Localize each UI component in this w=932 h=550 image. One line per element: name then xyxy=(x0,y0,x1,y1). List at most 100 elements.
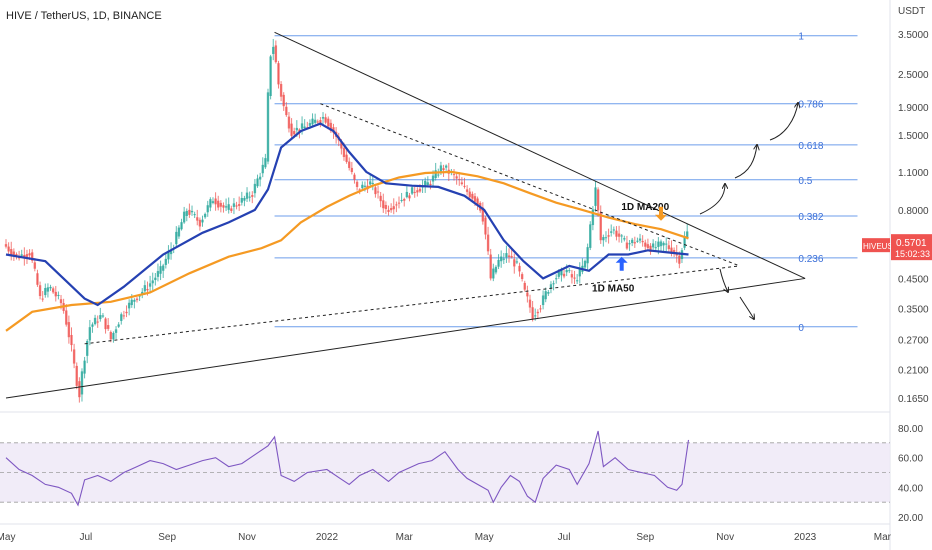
candle-body xyxy=(227,204,230,210)
candle-body xyxy=(240,197,243,203)
time-tick-label: 2023 xyxy=(794,532,817,543)
candle-body xyxy=(526,292,529,297)
candle-body xyxy=(583,260,587,268)
candle-body xyxy=(44,288,47,296)
candle-body xyxy=(355,181,359,187)
candle-body xyxy=(686,231,689,238)
candle-body xyxy=(15,254,18,256)
candle-body xyxy=(602,237,605,241)
candle-body xyxy=(350,167,354,173)
ma50-annotation: 1D MA50 xyxy=(592,283,635,294)
candle-body xyxy=(86,340,89,356)
candle-body xyxy=(196,217,199,221)
candle-body xyxy=(237,204,241,206)
candle-body xyxy=(437,174,440,176)
candle-body xyxy=(10,249,13,256)
candle-body xyxy=(99,315,102,320)
candle-body xyxy=(285,106,288,116)
candle-body xyxy=(20,254,23,256)
candle-body xyxy=(484,217,487,235)
candle-body xyxy=(424,180,427,187)
candle-body xyxy=(209,199,212,208)
candle-body xyxy=(54,291,57,297)
candle-body xyxy=(403,198,406,201)
candle-body xyxy=(104,318,107,330)
candle-body xyxy=(361,184,364,189)
candle-body xyxy=(83,360,86,374)
candle-body xyxy=(41,298,44,300)
time-tick-label: Nov xyxy=(238,532,256,543)
candle-body xyxy=(167,251,170,260)
candle-body xyxy=(28,253,31,256)
candlesticks xyxy=(4,38,689,403)
candle-body xyxy=(400,199,403,201)
candle-body xyxy=(492,268,495,279)
candle-body xyxy=(342,148,346,158)
candle-body xyxy=(4,244,8,247)
candle-body xyxy=(604,237,608,239)
candle-body xyxy=(552,283,555,285)
candle-body xyxy=(159,266,162,274)
candle-body xyxy=(573,277,576,279)
candle-body xyxy=(303,126,306,129)
price-tick-label: 2.5000 xyxy=(898,70,929,81)
candle-body xyxy=(368,181,372,185)
candle-body xyxy=(264,158,267,168)
ma50-arrow xyxy=(615,256,628,271)
candle-body xyxy=(101,315,105,317)
candle-body xyxy=(625,242,629,249)
candle-body xyxy=(7,246,10,252)
candle-body xyxy=(258,176,262,180)
candle-body xyxy=(93,317,97,325)
candle-body xyxy=(65,310,68,325)
candle-body xyxy=(374,187,377,195)
candle-body xyxy=(646,244,650,249)
candle-body xyxy=(683,236,686,248)
projection-arrow xyxy=(699,184,725,215)
candle-body xyxy=(489,254,492,279)
candle-body xyxy=(117,324,120,327)
candle-body xyxy=(418,188,422,192)
candle-body xyxy=(162,265,165,271)
candle-body xyxy=(224,206,228,208)
candle-body xyxy=(628,243,631,245)
candle-body xyxy=(410,187,414,194)
candle-body xyxy=(513,259,516,267)
candle-body xyxy=(211,201,215,203)
candle-body xyxy=(261,164,264,174)
candle-body xyxy=(638,238,642,241)
time-tick-label: Mar xyxy=(396,532,414,543)
candle-body xyxy=(206,205,209,213)
candle-body xyxy=(507,255,511,258)
trendline-upper xyxy=(274,31,806,279)
candle-body xyxy=(59,299,63,304)
candle-body xyxy=(560,269,563,276)
candle-body xyxy=(203,213,207,218)
candle-body xyxy=(321,116,325,119)
candle-body xyxy=(313,119,317,123)
candle-body xyxy=(518,265,521,272)
candle-body xyxy=(72,349,76,364)
ma50-line xyxy=(5,122,689,307)
candle-body xyxy=(133,299,136,302)
candle-body xyxy=(528,299,532,308)
candle-body xyxy=(57,294,60,296)
candle-body xyxy=(439,165,443,172)
candle-body xyxy=(78,381,81,398)
candle-body xyxy=(222,205,225,208)
candle-body xyxy=(298,129,301,132)
candle-body xyxy=(130,299,133,306)
candle-body xyxy=(214,198,217,205)
candle-body xyxy=(70,334,73,346)
candle-body xyxy=(539,308,542,310)
rsi-line xyxy=(5,430,690,507)
candle-body xyxy=(649,245,652,252)
candle-body xyxy=(201,219,204,223)
candle-body xyxy=(272,46,275,54)
candle-body xyxy=(114,329,118,333)
candle-body xyxy=(408,195,411,199)
candle-body xyxy=(426,182,430,186)
last-price: 0.5701 xyxy=(896,238,927,249)
candle-body xyxy=(109,331,112,340)
